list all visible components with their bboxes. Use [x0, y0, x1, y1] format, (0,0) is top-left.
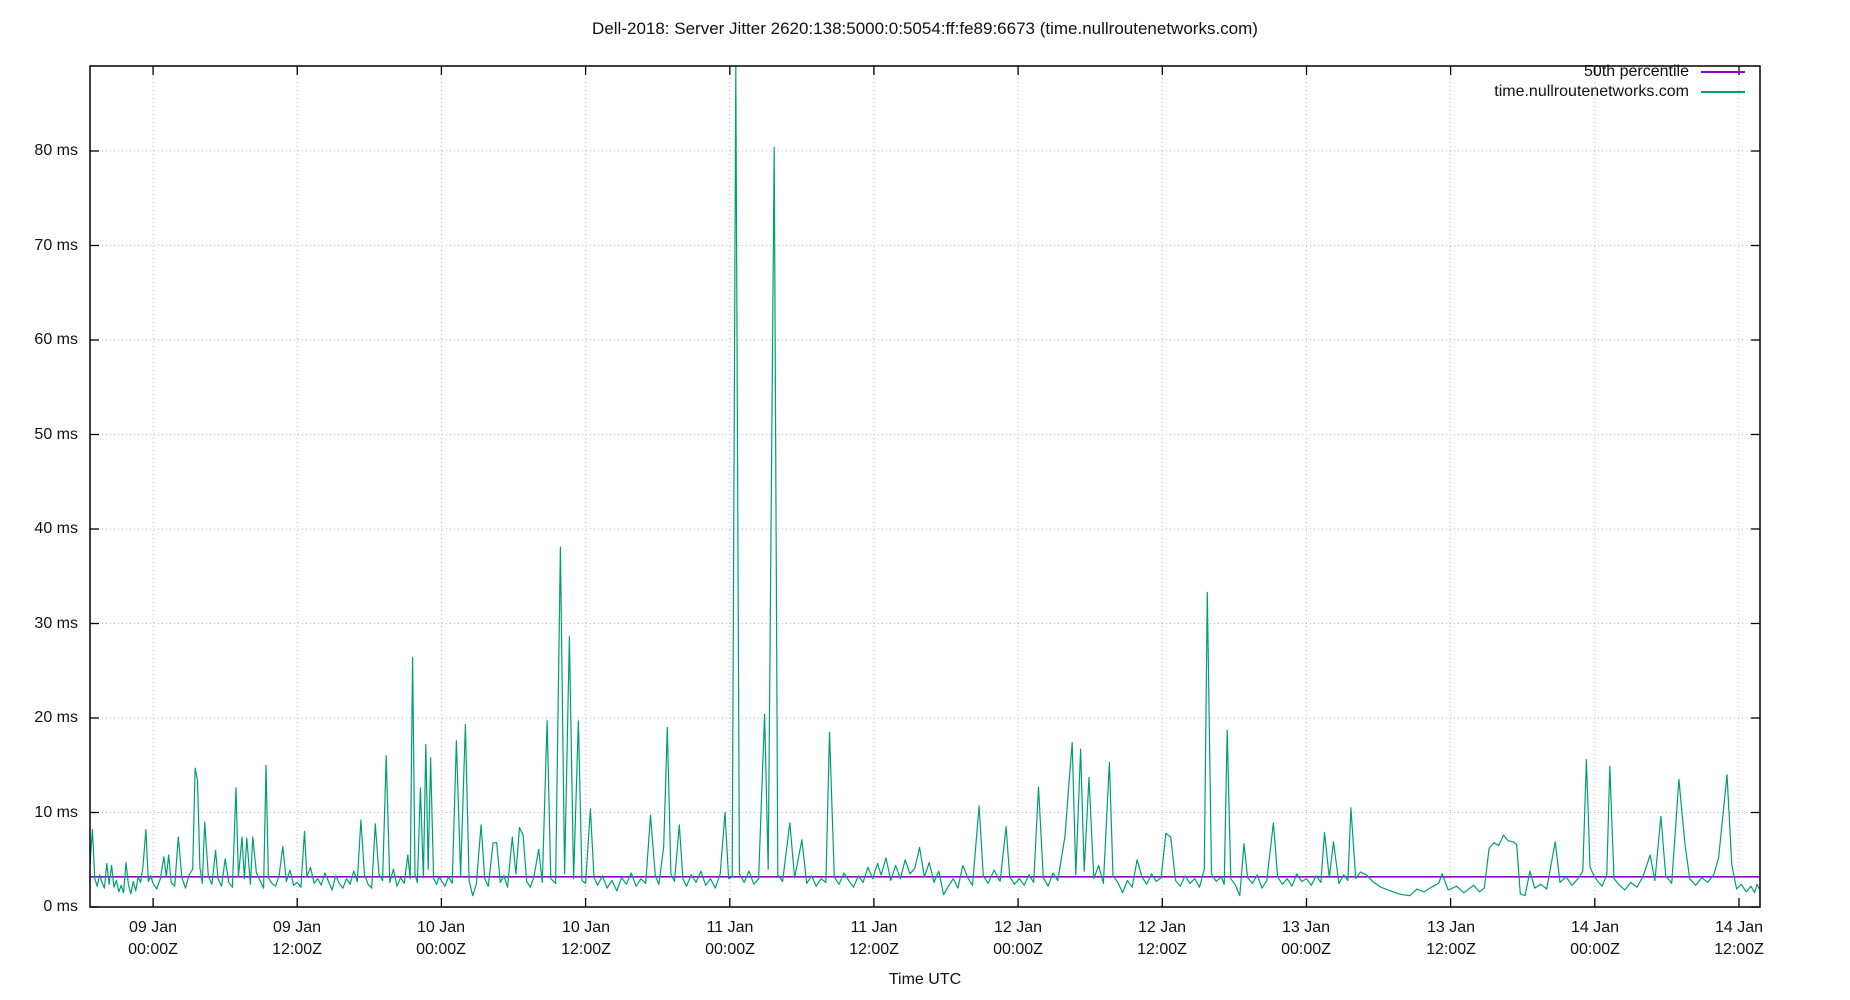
x-tick-date: 09 Jan [272, 919, 322, 936]
y-tick-label: 60 ms [34, 331, 78, 348]
x-tick-time: 12:00Z [272, 941, 322, 958]
x-tick-label: 14 Jan 12:00Z [1684, 917, 1794, 961]
x-tick-time: 00:00Z [993, 941, 1043, 958]
x-tick-date: 13 Jan [1426, 919, 1476, 936]
y-tick-label: 10 ms [34, 804, 78, 821]
x-tick-date: 11 Jan [850, 919, 898, 936]
x-tick-time: 00:00Z [705, 941, 755, 958]
y-tick-label: 80 ms [34, 142, 78, 159]
x-tick-time: 00:00Z [128, 941, 178, 958]
y-tick-label: 40 ms [34, 520, 78, 537]
x-tick-date: 12 Jan [1137, 919, 1187, 936]
y-tick-label: 70 ms [34, 237, 78, 254]
x-tick-label: 12 Jan 00:00Z [963, 917, 1073, 961]
x-axis-title: Time UTC [888, 971, 962, 988]
chart-title: Dell-2018: Server Jitter 2620:138:5000:0… [592, 19, 1258, 38]
x-tick-label: 11 Jan 12:00Z [819, 917, 929, 961]
y-tick-label: 50 ms [34, 426, 78, 443]
x-tick-label: 13 Jan 12:00Z [1396, 917, 1506, 961]
x-tick-time: 12:00Z [1714, 941, 1764, 958]
x-tick-date: 12 Jan [993, 919, 1043, 936]
x-tick-time: 12:00Z [1426, 941, 1476, 958]
x-tick-label: 09 Jan 12:00Z [242, 917, 352, 961]
legend-line-swatch [1701, 71, 1745, 73]
x-tick-date: 09 Jan [128, 919, 178, 936]
legend-line-swatch [1701, 91, 1745, 93]
x-tick-time: 00:00Z [416, 941, 466, 958]
x-tick-time: 00:00Z [1281, 941, 1331, 958]
x-tick-label: 12 Jan 12:00Z [1107, 917, 1217, 961]
x-tick-date: 14 Jan [1570, 919, 1620, 936]
x-tick-date: 10 Jan [416, 919, 466, 936]
x-tick-time: 12:00Z [1137, 941, 1187, 958]
y-tick-label: 0 ms [43, 898, 78, 915]
x-tick-time: 12:00Z [561, 941, 611, 958]
x-tick-label: 14 Jan 00:00Z [1540, 917, 1650, 961]
legend-label: 50th percentile [1584, 63, 1689, 80]
legend-label: time.nullroutenetworks.com [1494, 83, 1689, 100]
jitter-line [89, 65, 1761, 897]
x-tick-time: 00:00Z [1570, 941, 1620, 958]
y-tick-label: 20 ms [34, 709, 78, 726]
x-tick-date: 11 Jan [706, 919, 754, 936]
x-tick-label: 11 Jan 00:00Z [675, 917, 785, 961]
x-tick-time: 12:00Z [849, 941, 899, 958]
x-tick-label: 10 Jan 00:00Z [386, 917, 496, 961]
legend-item: 50th percentile [1584, 63, 1745, 81]
x-tick-label: 13 Jan 00:00Z [1251, 917, 1361, 961]
legend: 50th percentile time.nullroutenetworks.co… [900, 63, 1745, 101]
x-tick-date: 14 Jan [1714, 919, 1764, 936]
plot-border [89, 65, 1761, 908]
x-tick-label: 09 Jan 00:00Z [98, 917, 208, 961]
y-tick-label: 30 ms [34, 615, 78, 632]
x-tick-date: 13 Jan [1281, 919, 1331, 936]
x-tick-date: 10 Jan [561, 919, 611, 936]
legend-item: time.nullroutenetworks.com [1494, 83, 1745, 101]
x-tick-label: 10 Jan 12:00Z [531, 917, 641, 961]
